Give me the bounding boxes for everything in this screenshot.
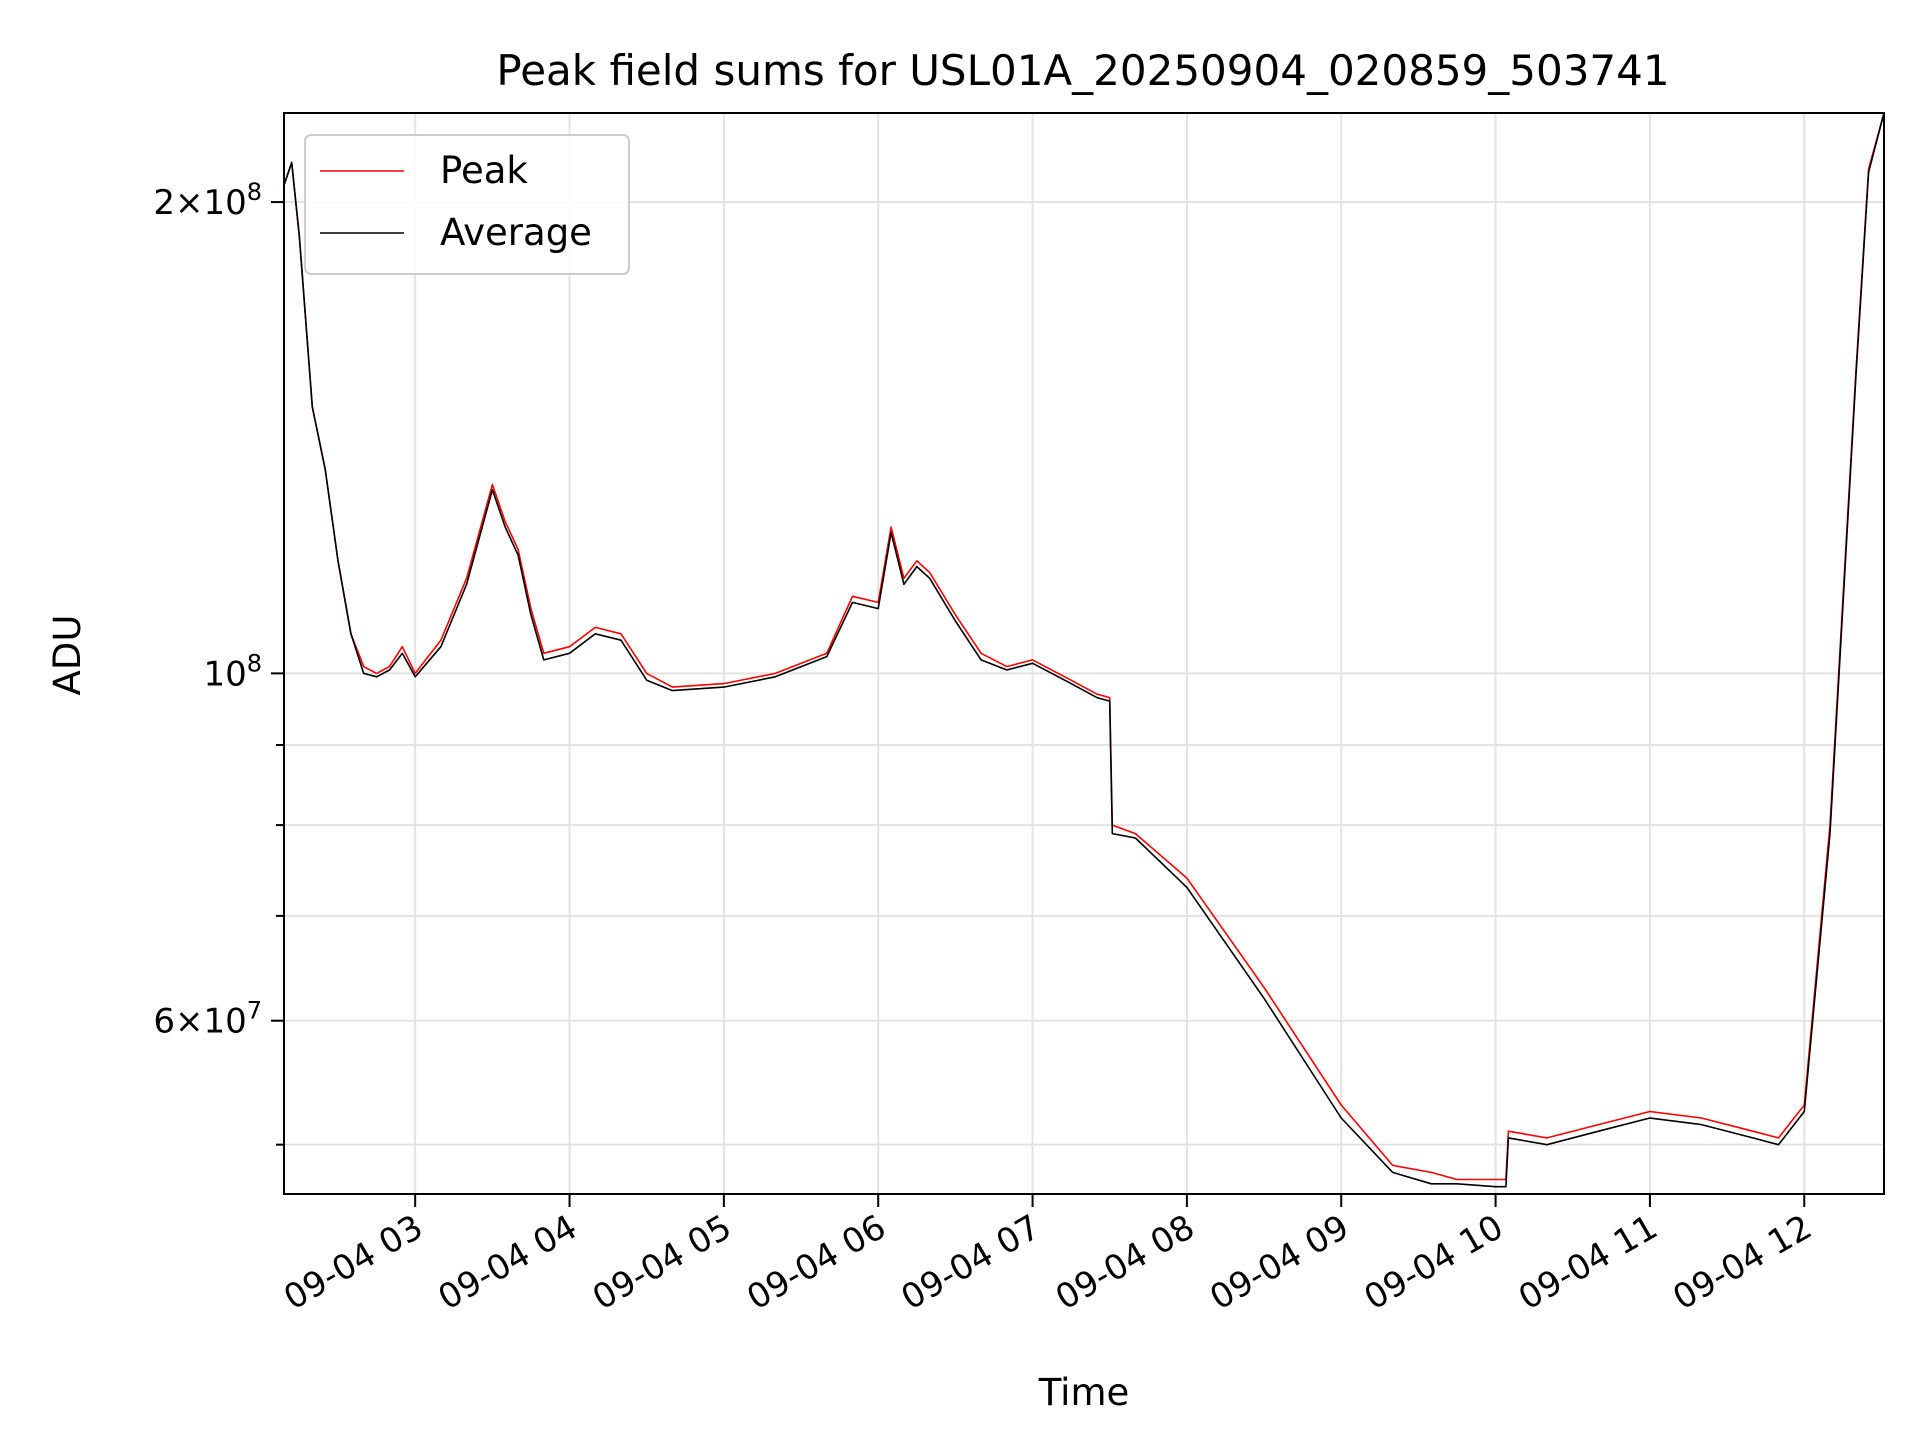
legend-label-average: Average: [440, 211, 592, 254]
legend: Peak Average: [304, 134, 630, 275]
plot-frame: [283, 112, 1885, 1195]
series-line-average: [283, 112, 1885, 1188]
grid: [284, 113, 1884, 1194]
series-line-peak: [283, 112, 1885, 1181]
series-group: [283, 112, 1885, 1188]
y-axis-label: ADU: [46, 615, 89, 696]
y-tick-label: 6×107: [153, 997, 262, 1042]
legend-label-peak: Peak: [440, 149, 528, 192]
legend-box: [304, 134, 630, 275]
y-tick-label: 108: [203, 649, 262, 694]
y-axis: 2×108 108 6×107: [153, 178, 284, 1146]
y-tick-label: 2×108: [153, 178, 262, 223]
x-axis-label: Time: [1038, 1371, 1130, 1414]
chart-title: Peak field sums for USL01A_20250904_0208…: [496, 46, 1669, 95]
